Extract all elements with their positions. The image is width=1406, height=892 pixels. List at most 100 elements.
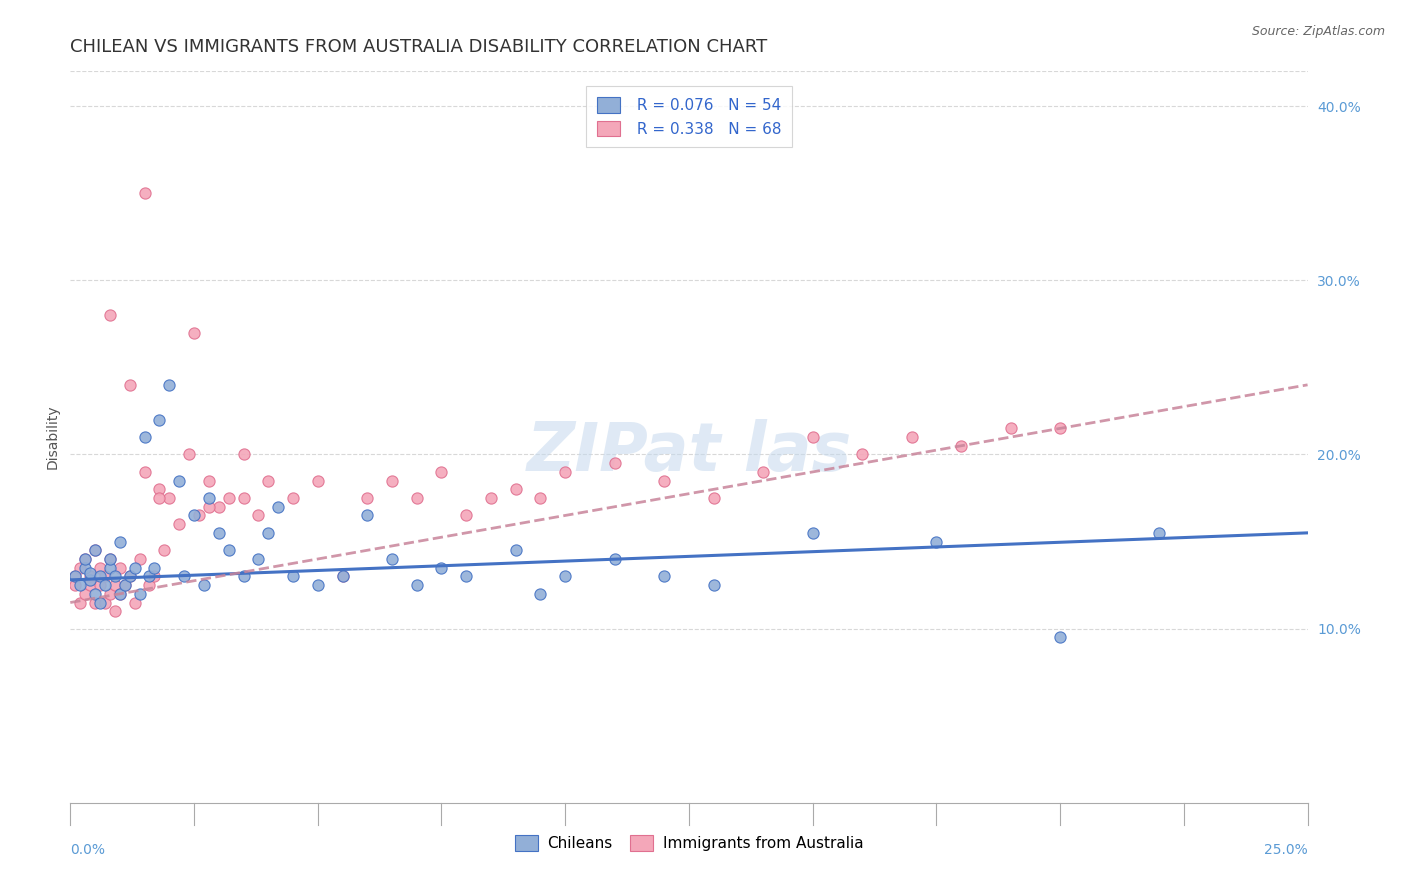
Text: ZIPat las: ZIPat las xyxy=(526,418,852,484)
Point xyxy=(456,508,478,523)
Point xyxy=(98,587,121,601)
Point xyxy=(1049,421,1071,435)
Point xyxy=(118,569,141,583)
Point xyxy=(703,491,725,505)
Point xyxy=(332,569,354,583)
Text: Source: ZipAtlas.com: Source: ZipAtlas.com xyxy=(1251,25,1385,38)
Point xyxy=(134,430,156,444)
Point xyxy=(143,569,166,583)
Point xyxy=(505,483,527,497)
Point xyxy=(851,448,873,462)
Point xyxy=(218,543,240,558)
Point xyxy=(148,491,170,505)
Y-axis label: Disability: Disability xyxy=(45,405,59,469)
Point xyxy=(232,491,254,505)
Point xyxy=(177,448,200,462)
Text: 0.0%: 0.0% xyxy=(70,843,105,857)
Point xyxy=(108,587,131,601)
Point xyxy=(198,500,221,514)
Point xyxy=(405,491,427,505)
Point xyxy=(89,569,111,583)
Point xyxy=(79,569,101,583)
Point xyxy=(381,474,404,488)
Point xyxy=(307,474,329,488)
Point xyxy=(1000,421,1022,435)
Point xyxy=(281,491,304,505)
Point xyxy=(84,595,107,609)
Point xyxy=(801,430,824,444)
Legend:  R = 0.076   N = 54,  R = 0.338   N = 68: R = 0.076 N = 54, R = 0.338 N = 68 xyxy=(586,87,792,147)
Point xyxy=(405,578,427,592)
Point xyxy=(479,491,502,505)
Text: CHILEAN VS IMMIGRANTS FROM AUSTRALIA DISABILITY CORRELATION CHART: CHILEAN VS IMMIGRANTS FROM AUSTRALIA DIS… xyxy=(70,38,768,56)
Point xyxy=(108,534,131,549)
Point xyxy=(65,578,87,592)
Point xyxy=(94,569,117,583)
Point xyxy=(65,569,87,583)
Point xyxy=(603,552,626,566)
Point xyxy=(183,326,205,340)
Point xyxy=(950,439,973,453)
Point xyxy=(430,560,453,574)
Point xyxy=(257,474,280,488)
Point xyxy=(1049,631,1071,645)
Point xyxy=(167,517,190,532)
Point xyxy=(381,552,404,566)
Point xyxy=(188,508,211,523)
Point xyxy=(193,578,215,592)
Point xyxy=(69,560,91,574)
Point xyxy=(167,474,190,488)
Point xyxy=(652,474,675,488)
Point xyxy=(554,569,576,583)
Point xyxy=(900,430,922,444)
Point xyxy=(703,578,725,592)
Point xyxy=(79,566,101,580)
Point xyxy=(104,578,127,592)
Point xyxy=(430,465,453,479)
Point xyxy=(84,587,107,601)
Point xyxy=(65,569,87,583)
Point xyxy=(75,560,97,574)
Point xyxy=(104,604,127,618)
Point xyxy=(89,578,111,592)
Point xyxy=(75,552,97,566)
Point xyxy=(208,500,231,514)
Point xyxy=(108,587,131,601)
Point xyxy=(98,552,121,566)
Point xyxy=(148,483,170,497)
Point xyxy=(173,569,195,583)
Point xyxy=(94,595,117,609)
Point xyxy=(356,508,378,523)
Point xyxy=(218,491,240,505)
Point xyxy=(752,465,775,479)
Point xyxy=(148,412,170,426)
Point xyxy=(128,552,150,566)
Point xyxy=(69,595,91,609)
Point xyxy=(603,456,626,470)
Point xyxy=(128,587,150,601)
Point xyxy=(143,560,166,574)
Point xyxy=(257,525,280,540)
Point xyxy=(247,508,270,523)
Point xyxy=(138,569,160,583)
Point xyxy=(108,560,131,574)
Point xyxy=(456,569,478,583)
Point xyxy=(232,448,254,462)
Point xyxy=(554,465,576,479)
Point xyxy=(124,560,146,574)
Point xyxy=(84,543,107,558)
Point xyxy=(124,595,146,609)
Point xyxy=(98,552,121,566)
Point xyxy=(208,525,231,540)
Point xyxy=(198,474,221,488)
Point xyxy=(652,569,675,583)
Point xyxy=(94,578,117,592)
Point xyxy=(138,578,160,592)
Point xyxy=(307,578,329,592)
Point xyxy=(69,578,91,592)
Point xyxy=(281,569,304,583)
Point xyxy=(157,491,180,505)
Point xyxy=(925,534,948,549)
Point xyxy=(183,508,205,523)
Point xyxy=(267,500,290,514)
